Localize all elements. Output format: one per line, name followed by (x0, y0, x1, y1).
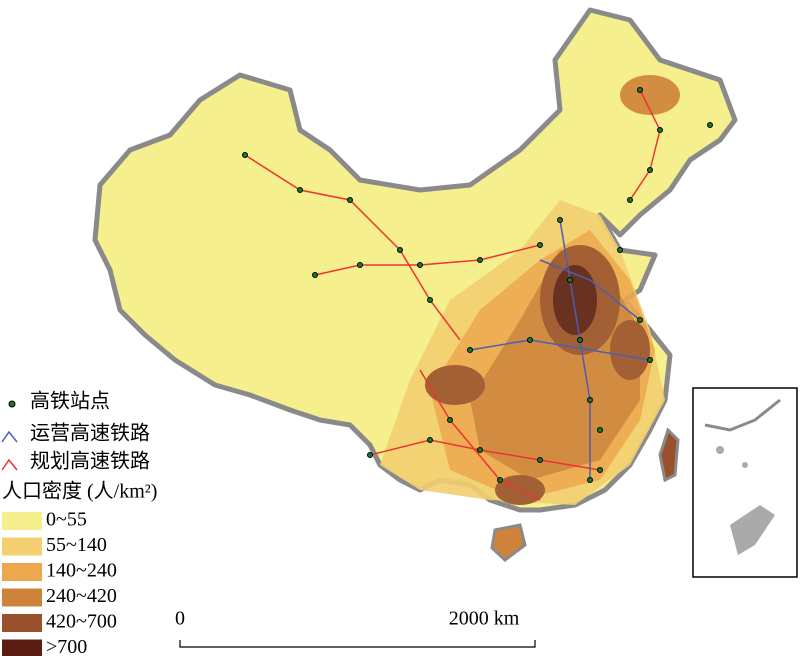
map (92, 7, 798, 578)
density-label: 420~700 (46, 611, 117, 633)
density-swatch (2, 537, 42, 556)
scale-start: 0 (175, 608, 185, 630)
density-label: 0~55 (46, 509, 87, 531)
legend-planned: 规划高速铁路 (30, 450, 150, 473)
density-swatch (2, 614, 42, 632)
operating-symbol (1, 430, 18, 443)
inset (692, 387, 798, 578)
density-label: 140~240 (46, 560, 117, 582)
density-label: >700 (46, 636, 87, 656)
legend-station: 高铁站点 (30, 390, 110, 413)
scale-bar: 0 2000 km (175, 608, 536, 648)
density-swatch (2, 563, 42, 581)
hainan (490, 523, 527, 562)
density-label: 55~140 (46, 534, 107, 556)
legend-density-title: 人口密度 (人/km²) (2, 480, 157, 503)
density-label: 240~420 (46, 585, 117, 607)
density-classes: 0~55 55~140 140~240 240~420 420~700 >700 (2, 509, 117, 656)
planned-symbol (1, 458, 18, 471)
scale-end: 2000 km (449, 608, 520, 630)
taiwan (658, 427, 680, 483)
density-swatch (2, 639, 42, 656)
stations (242, 87, 713, 483)
legend-operating: 运营高速铁路 (30, 422, 150, 445)
density-swatch (2, 512, 42, 530)
station-symbol (8, 400, 16, 408)
legend: 高铁站点 运营高速铁路 规划高速铁路 人口密度 (人/km²) 0~55 55~1… (1, 390, 157, 656)
density-swatch (2, 588, 42, 607)
